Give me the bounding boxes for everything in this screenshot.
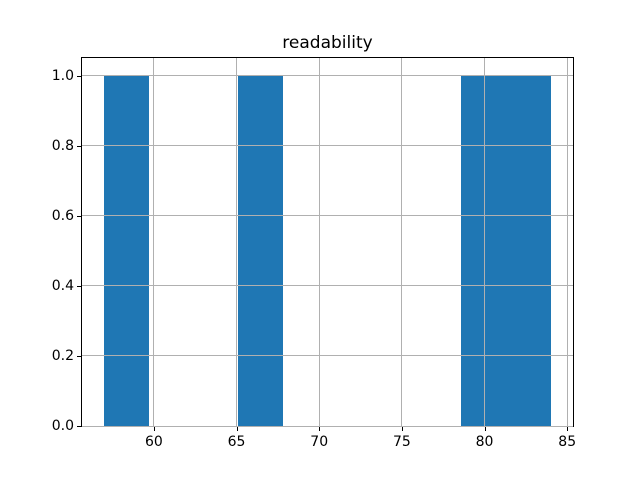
y-gridline [82,75,573,77]
y-tick-mark [77,285,81,287]
y-axis-tick-label: 1.0 [51,67,74,84]
histogram-bar [238,75,283,426]
y-tick-mark [77,426,81,427]
y-axis-tick-label: 0.6 [51,207,74,224]
y-axis-tick-label: 0.2 [51,347,74,364]
x-tick-mark [236,427,238,431]
y-axis-tick-label: 0.4 [51,277,74,294]
y-tick-mark [77,75,81,77]
x-axis-tick-label: 85 [558,434,577,450]
histogram-bar [506,75,551,426]
x-tick-mark [153,427,155,431]
x-axis-tick-label: 80 [475,434,494,450]
y-axis-tick-label: 0.0 [51,418,74,434]
y-gridline [82,215,573,217]
x-gridline [484,58,486,426]
plot-area [81,57,574,427]
x-axis-tick-label: 60 [144,434,163,450]
x-gridline [318,58,320,426]
x-axis-tick-label: 70 [310,434,329,450]
y-tick-mark [77,215,81,217]
x-tick-mark [484,427,486,431]
y-tick-mark [77,145,81,147]
y-tick-mark [77,355,81,357]
x-gridline [566,58,568,426]
x-gridline [236,58,238,426]
x-axis-tick-label: 65 [227,434,246,450]
y-gridline [82,285,573,287]
x-gridline [153,58,155,426]
y-gridline [82,355,573,357]
x-gridline [401,58,403,426]
chart-title: readability [282,33,373,53]
y-gridline [82,425,573,427]
y-gridline [82,145,573,147]
histogram-bar [461,75,507,426]
y-axis-tick-label: 0.8 [51,137,74,154]
x-axis-tick-label: 75 [392,434,411,450]
x-tick-mark [319,427,321,431]
histogram-bar [104,75,149,426]
x-tick-mark [401,427,403,431]
x-tick-mark [567,427,569,431]
